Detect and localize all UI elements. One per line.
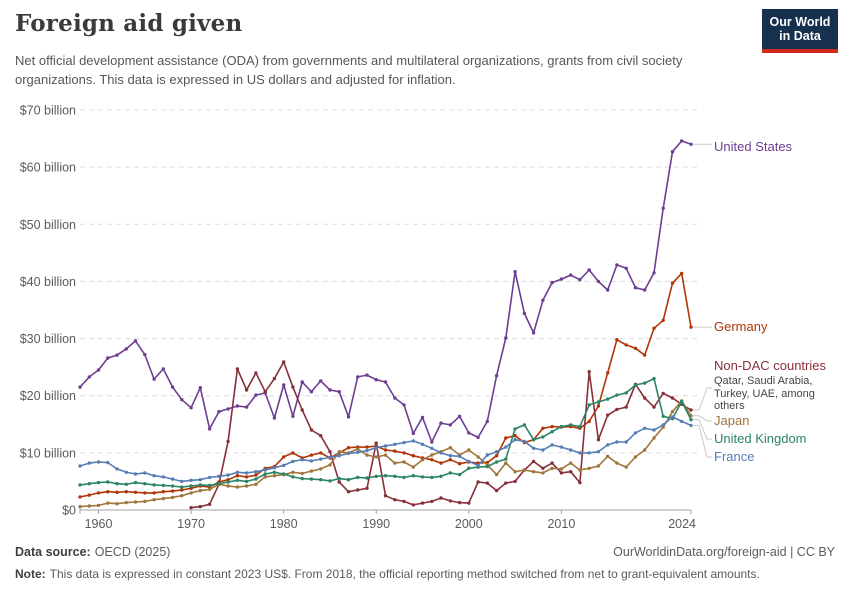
x-axis-label: 1980 — [270, 517, 298, 531]
markers-united-kingdom — [78, 376, 693, 489]
data-source: Data source: OECD (2025) — [15, 545, 170, 559]
y-axis-label: $50 billion — [20, 218, 76, 232]
y-axis-label: $30 billion — [20, 332, 76, 346]
markers-non-dac-countries — [189, 360, 693, 510]
label-connector-japan — [693, 415, 712, 422]
chart-subtitle: Net official development assistance (ODA… — [15, 53, 683, 87]
y-axis-label: $60 billion — [20, 161, 76, 175]
x-axis-label: 1960 — [85, 517, 113, 531]
x-axis-label: 2024 — [668, 517, 696, 531]
series-label-text: France — [714, 449, 755, 464]
series-annotation: Qatar, Saudi Arabia, Turkey, UAE, among … — [714, 375, 815, 412]
owid-logo-line1: Our World — [769, 15, 831, 29]
note-text: This data is expressed in constant 2023 … — [49, 567, 760, 581]
label-connector-non-dac-countries — [693, 387, 712, 411]
label-connector-united-kingdom — [693, 419, 712, 440]
note-label: Note: — [15, 567, 46, 581]
citation-link[interactable]: OurWorldinData.org/foreign-aid | CC BY — [613, 545, 835, 559]
markers-united-states — [78, 139, 693, 444]
x-axis-label: 1990 — [362, 517, 390, 531]
series-label-japan[interactable]: Japan — [714, 414, 749, 428]
label-connector-france — [693, 424, 712, 458]
line-united-states[interactable] — [79, 140, 692, 443]
series-label-germany[interactable]: Germany — [714, 320, 767, 334]
y-axis-label: $70 billion — [20, 104, 76, 118]
chart-note: Note: This data is expressed in constant … — [15, 567, 835, 581]
y-axis-label: $20 billion — [20, 389, 76, 403]
series-label-text: Non-DAC countries — [714, 358, 826, 373]
y-axis-label: $10 billion — [20, 446, 76, 460]
y-axis-label: $40 billion — [20, 275, 76, 289]
series-label-text: United Kingdom — [714, 431, 807, 446]
series-label-text: Germany — [714, 319, 768, 334]
x-axis-label: 2000 — [455, 517, 483, 531]
series-label-text: United States — [714, 139, 793, 154]
chart-footer: Data source: OECD (2025) OurWorldinData.o… — [15, 545, 835, 581]
y-axis-label: $0 — [62, 504, 76, 518]
x-axis-label: 2010 — [547, 517, 575, 531]
series-label-france[interactable]: France — [714, 450, 754, 464]
page-title: Foreign aid given — [15, 10, 243, 37]
series-label-non-dac-countries[interactable]: Non-DAC countries Qatar, Saudi Arabia, Tu… — [714, 359, 830, 413]
line-non-dac-countries[interactable] — [190, 361, 692, 509]
data-source-label: Data source: — [15, 545, 91, 559]
x-axis-label: 1970 — [177, 517, 205, 531]
series-label-united-kingdom[interactable]: United Kingdom — [714, 432, 807, 446]
series-label-united-states[interactable]: United States — [714, 140, 792, 154]
markers-france — [78, 415, 693, 484]
series-label-text: Japan — [714, 413, 750, 428]
owid-logo-line2: in Data — [779, 29, 821, 43]
data-source-value: OECD (2025) — [94, 545, 171, 559]
owid-logo[interactable]: Our World in Data — [762, 9, 838, 53]
line-united-kingdom[interactable] — [79, 377, 692, 488]
